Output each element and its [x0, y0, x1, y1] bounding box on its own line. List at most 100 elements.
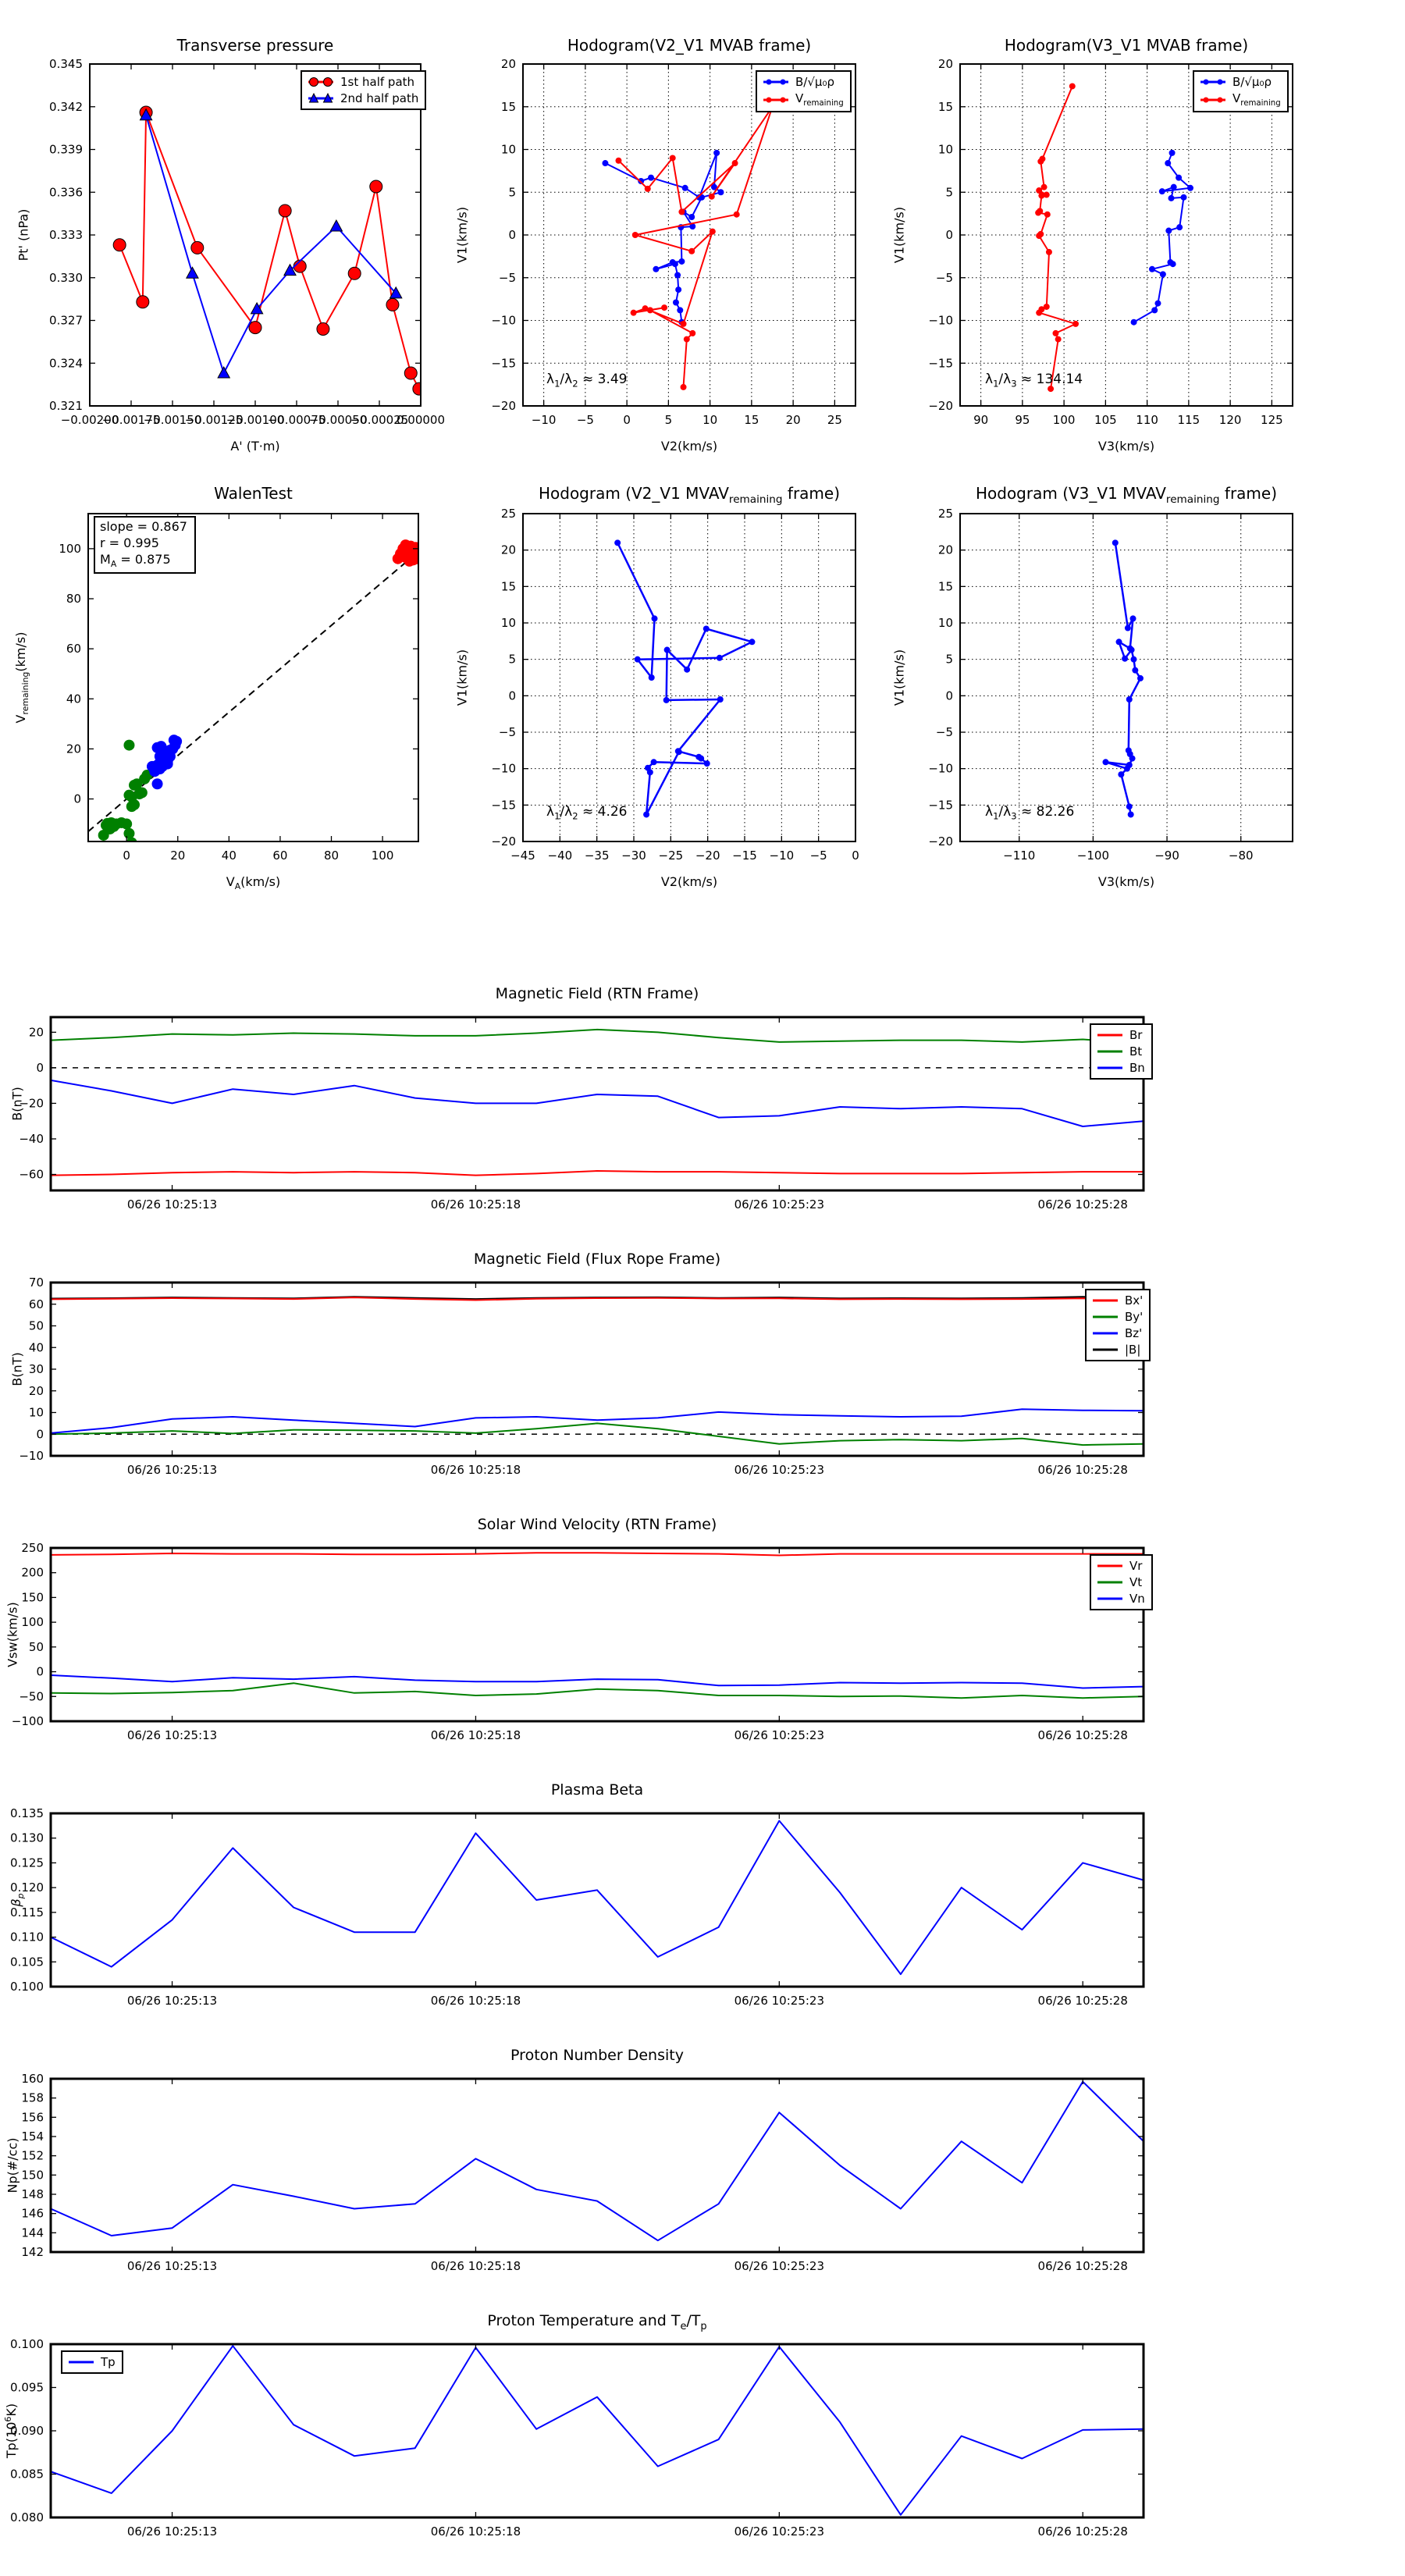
y-tick-label: 100	[21, 1615, 44, 1629]
legend-item: B/√μ₀ρ	[762, 75, 844, 89]
x-tick-label: −20	[695, 849, 720, 863]
marker-dot	[1045, 248, 1052, 255]
marker-dot	[1040, 183, 1048, 190]
x-tick-label: 0	[852, 849, 859, 863]
y-tick-label: 0	[36, 1427, 44, 1441]
legend-item: Vn	[1096, 1592, 1145, 1606]
marker-dot	[1124, 624, 1131, 632]
legend-item-label: Br	[1129, 1028, 1143, 1042]
title-hodogram-v3v1-mvab: Hodogram(V3_V1 MVAB frame)	[1004, 36, 1249, 55]
x-tick-label: 20	[786, 413, 801, 427]
x-tick-label: −0.00150	[144, 413, 202, 427]
ylabel-hodo-v3v1-mvav: V1(km/s)	[891, 649, 907, 706]
x-tick-label: 06/26 10:25:23	[735, 1197, 824, 1212]
marker-dot	[638, 178, 645, 185]
marker-dot	[709, 228, 716, 235]
marker-triangle	[283, 263, 297, 276]
x-tick-label: −5	[810, 849, 827, 863]
marker-circle	[136, 295, 150, 309]
marker-dot	[1165, 227, 1172, 234]
ylabel-walen: Vremaining(km/s)	[12, 632, 31, 724]
annotation-lambda-ratio-v2v1-mvab: λ1/λ2 ≈ 3.49	[546, 372, 628, 390]
marker-dot	[689, 223, 696, 230]
y-tick-label: 158	[21, 2091, 44, 2105]
title-solar-wind-velocity: Solar Wind Velocity (RTN Frame)	[477, 1516, 717, 1533]
x-tick-label: 06/26 10:25:28	[1038, 1463, 1128, 1477]
y-tick-label: 0.100	[10, 1980, 44, 1994]
axes-frame	[87, 513, 419, 842]
series-1st half path	[119, 112, 420, 390]
marker-dot	[681, 184, 688, 191]
marker-triangle	[389, 286, 403, 299]
y-tick-label: 154	[21, 2129, 44, 2144]
marker-dot	[631, 232, 638, 238]
title-transverse-pressure: Transverse pressure	[176, 36, 334, 55]
legend-swatch-line	[1097, 1066, 1122, 1069]
x-tick-label: 0	[123, 849, 130, 863]
annotation-lambda-ratio-v3v1-mvab: λ1/λ3 ≈ 134.14	[985, 372, 1083, 390]
x-tick-label: 90	[973, 413, 988, 427]
series-B	[1133, 152, 1191, 323]
legend-swatch-dot	[763, 97, 788, 102]
marker-triangle	[139, 108, 153, 121]
y-tick-label: 0.339	[49, 143, 83, 157]
x-tick-label: 100	[372, 849, 394, 863]
legend-item-label: Vr	[1129, 1559, 1143, 1573]
y-tick-label: 0	[508, 688, 516, 703]
series-Bt	[51, 1028, 1144, 1045]
marker-dot	[716, 654, 723, 661]
legend-item: By'	[1091, 1310, 1143, 1324]
y-tick-label: 0	[36, 1665, 44, 1679]
y-tick-label: −40	[19, 1132, 44, 1146]
y-tick-label: 5	[945, 653, 953, 667]
y-tick-label: −5	[936, 271, 953, 285]
x-tick-label: −0.00050	[309, 413, 368, 427]
legend-swatch-dot	[763, 79, 788, 85]
marker-dot	[703, 760, 710, 767]
series-Bn	[51, 1079, 1144, 1127]
marker-dot	[98, 829, 109, 841]
marker-dot	[749, 639, 756, 646]
y-tick-label: 150	[21, 1590, 44, 1604]
marker-dot	[1035, 209, 1042, 216]
y-tick-label: 15	[501, 579, 516, 593]
marker-dot	[1123, 765, 1130, 772]
y-tick-label: 20	[29, 1025, 44, 1039]
marker-dot	[672, 299, 679, 306]
y-tick-label: −20	[19, 1096, 44, 1110]
marker-dot	[126, 837, 137, 841]
marker-dot	[151, 778, 163, 790]
legend-item-label: Vn	[1129, 1592, 1145, 1606]
marker-dot	[1129, 615, 1136, 622]
marker-dot	[1055, 336, 1062, 343]
y-tick-label: −20	[491, 399, 516, 413]
legend-item: B/√μ₀ρ	[1199, 75, 1281, 89]
marker-dot	[1132, 667, 1139, 674]
marker-triangle	[217, 365, 231, 379]
x-tick-label: −0.00025	[350, 413, 409, 427]
y-tick-label: −5	[499, 725, 516, 739]
y-tick-label: 15	[938, 579, 953, 593]
axes-frame	[49, 1281, 1145, 1457]
y-tick-label: 10	[29, 1406, 44, 1420]
title-walen-test: WalenTest	[214, 484, 293, 503]
marker-dot	[651, 615, 658, 622]
y-tick-label: 5	[508, 185, 516, 199]
y-tick-label: 0.321	[49, 399, 83, 413]
y-tick-label: 20	[66, 742, 81, 756]
marker-dot	[1043, 303, 1050, 310]
legend-vsw: Vr Vt Vn	[1090, 1554, 1153, 1610]
chart-b_rtn: 06/26 10:25:13 06/26 10:25:18 06/26 10:25:…	[19, 1016, 1145, 1212]
legend-swatch-line	[1097, 1597, 1122, 1600]
x-tick-label: 120	[1219, 413, 1242, 427]
ylabel-transverse: Pt' (nPa)	[16, 208, 31, 262]
x-tick-label: 06/26 10:25:18	[431, 1463, 521, 1477]
marker-dot	[415, 550, 418, 560]
y-tick-label: 60	[66, 642, 81, 656]
marker-dot	[1130, 656, 1137, 663]
y-tick-label: 0	[945, 688, 953, 703]
x-tick-label: 06/26 10:25:28	[1038, 2259, 1128, 2273]
chart-beta: 06/26 10:25:13 06/26 10:25:18 06/26 10:25:…	[10, 1806, 1145, 2008]
